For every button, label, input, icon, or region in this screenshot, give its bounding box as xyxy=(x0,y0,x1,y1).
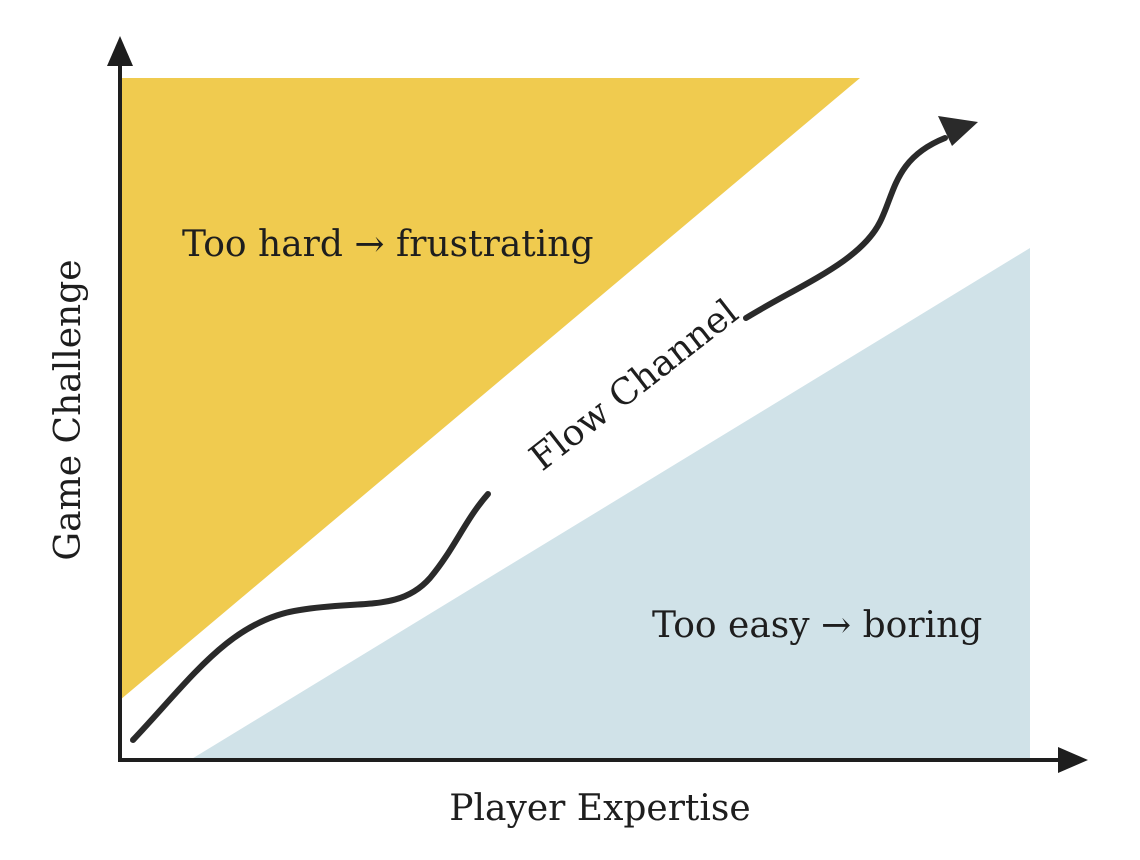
too-hard-region xyxy=(120,78,860,700)
x-axis-label: Player Expertise xyxy=(449,788,750,829)
y-axis-label: Game Challenge xyxy=(48,259,89,560)
too-easy-region xyxy=(190,248,1030,760)
flow-path-upper-segment xyxy=(743,135,948,321)
too-easy-label: Too easy → boring xyxy=(652,605,982,646)
flow-path-lower-segment xyxy=(130,491,491,743)
too-hard-label: Too hard → frustrating xyxy=(182,224,594,265)
y-axis-arrowhead xyxy=(107,36,133,66)
flow-path-arrowhead xyxy=(938,116,978,146)
x-axis-arrowhead xyxy=(1058,747,1088,773)
